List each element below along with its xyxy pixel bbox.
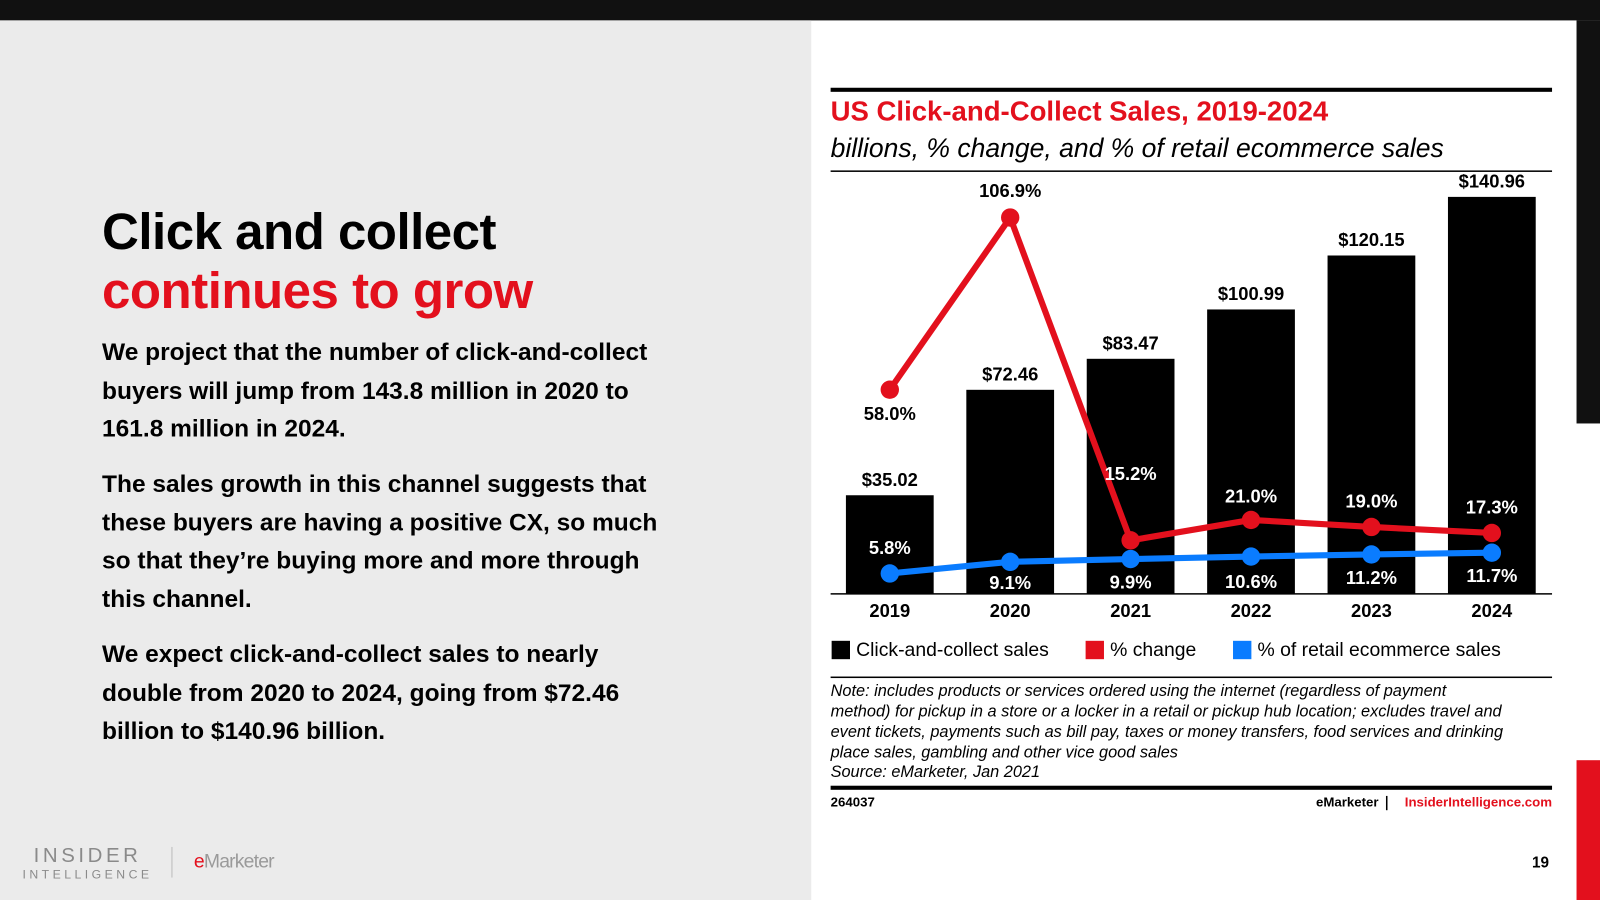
data-label: 15.2%: [1105, 463, 1157, 484]
point: [1362, 517, 1381, 537]
rule: [830, 676, 1553, 679]
line: [887, 214, 1492, 544]
point: [880, 380, 899, 399]
point: [1121, 531, 1140, 550]
slide-title: continues to grow: [102, 262, 533, 320]
paragraph-line: this channel.: [102, 585, 252, 613]
chart-note: Note: includes products or services orde…: [831, 682, 1448, 700]
point: [1482, 523, 1502, 543]
rule: [830, 170, 1553, 172]
rule: [830, 785, 1553, 790]
data-label: 10.6%: [1225, 571, 1277, 592]
legend-swatch: [1085, 640, 1104, 660]
data-label: $120.15: [1338, 229, 1404, 250]
chart-id: 264037: [831, 795, 875, 810]
data-label: $83.47: [1103, 332, 1159, 353]
x-tick-label: 2020: [990, 600, 1031, 621]
paragraph-line: these buyers are having a positive CX, s…: [102, 508, 658, 537]
x-tick-label: 2024: [1471, 600, 1513, 621]
page-number: 19: [1532, 854, 1549, 871]
logo-text: INSIDER: [33, 844, 142, 868]
chart-source: Source: eMarketer, Jan 2021: [831, 763, 1040, 781]
chart-note: event tickets, payments such as bill pay…: [831, 723, 1503, 741]
logo-divider: [171, 846, 173, 878]
data-label: 106.9%: [979, 180, 1041, 201]
data-label: 9.1%: [989, 572, 1031, 593]
point: [1001, 208, 1020, 227]
bar: [1207, 309, 1295, 594]
legend-label: % change: [1110, 639, 1196, 661]
data-label: 11.2%: [1346, 567, 1397, 588]
paragraph-line: We project that the number of click-and-…: [102, 338, 648, 367]
x-tick-label: 2019: [869, 600, 910, 621]
logo-text: eMarketer: [193, 851, 275, 873]
data-label: 9.9%: [1110, 571, 1152, 592]
point: [1241, 547, 1261, 566]
chart-title: US Click-and-Collect Sales, 2019-2024: [831, 96, 1329, 127]
rule: [830, 87, 1553, 92]
data-label: 58.0%: [864, 403, 916, 424]
paragraph-line: buyers will jump from 143.8 million in 2…: [102, 377, 629, 405]
point: [1121, 549, 1140, 569]
top-bar: [0, 0, 1600, 21]
left-panel: [0, 20, 812, 900]
data-label: $72.46: [982, 363, 1038, 384]
point: [1241, 510, 1261, 530]
chart-note: method) for pickup in a store or a locke…: [831, 703, 1503, 721]
data-label: 5.8%: [869, 537, 911, 558]
footer-site: InsiderIntelligence.com: [1405, 795, 1552, 810]
data-label: 19.0%: [1345, 490, 1397, 511]
edge-strip: [1576, 760, 1600, 900]
point: [1482, 543, 1502, 562]
logo-text: INTELLIGENCE: [22, 867, 153, 882]
paragraph-line: double from 2020 to 2024, going from $72…: [102, 679, 620, 707]
data-label: $140.96: [1459, 170, 1525, 191]
paragraph-line: We expect click-and-collect sales to nea…: [102, 640, 599, 669]
paragraph: The sales growth in this channel suggest…: [102, 465, 657, 618]
chart-note: place sales, gambling and other vice goo…: [830, 743, 1178, 761]
paragraph: We expect click-and-collect sales to nea…: [102, 636, 619, 751]
data-label: 21.0%: [1225, 485, 1277, 506]
point: [880, 564, 899, 583]
data-label: 17.3%: [1466, 496, 1518, 517]
paragraph-line: 161.8 million in 2024.: [102, 415, 346, 443]
slide-title: Click and collect: [102, 203, 497, 261]
data-label: $35.02: [862, 469, 918, 490]
paragraph-line: billion to $140.96 billion.: [102, 717, 386, 745]
legend-label: Click-and-collect sales: [856, 639, 1049, 661]
footer-brand: eMarketer: [1316, 795, 1379, 810]
point: [1001, 552, 1020, 572]
legend-label: % of retail ecommerce sales: [1258, 639, 1501, 661]
line: [889, 549, 1492, 577]
paragraph-line: so that they’re buying more and more thr…: [102, 546, 640, 575]
bar: [1327, 255, 1416, 594]
logo: eMarketer: [193, 851, 275, 873]
x-tick-label: 2023: [1351, 600, 1392, 621]
paragraph-line: The sales growth in this channel suggest…: [102, 470, 647, 498]
paragraph: We project that the number of click-and-…: [102, 334, 647, 449]
x-tick-label: 2021: [1110, 600, 1151, 621]
legend-swatch: [831, 640, 850, 660]
chart-subtitle: billions, % change, and % of retail ecom…: [831, 133, 1444, 163]
point: [1362, 545, 1381, 564]
data-label: 11.7%: [1466, 565, 1517, 586]
legend-swatch: [1233, 640, 1252, 660]
data-label: $100.99: [1218, 283, 1284, 304]
edge-strip: [1576, 20, 1600, 424]
x-tick-label: 2022: [1231, 600, 1272, 621]
